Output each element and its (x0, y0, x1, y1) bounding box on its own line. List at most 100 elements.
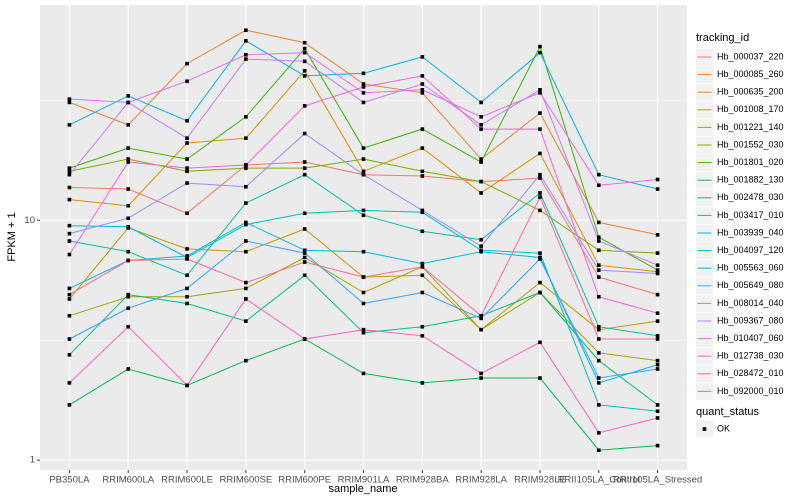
legend-label: Hb_001221_140 (717, 122, 784, 132)
x-tick-label: RRIM600LA (102, 475, 154, 486)
data-point (302, 251, 307, 255)
data-point (361, 330, 366, 335)
data-point (538, 290, 542, 295)
data-point (538, 111, 542, 115)
data-point (302, 59, 307, 64)
data-point (185, 254, 189, 258)
data-point (596, 220, 601, 225)
x-tick-label: RRIM600LE (161, 475, 213, 486)
data-point (420, 229, 425, 234)
data-point (655, 362, 660, 367)
data-point (302, 40, 307, 45)
data-point (244, 39, 248, 43)
y-tick-label: 10 (24, 215, 35, 226)
data-point (538, 88, 542, 92)
grid (40, 5, 687, 470)
data-point (420, 265, 425, 269)
data-point (655, 409, 660, 414)
legend-label: Hb_008014_040 (717, 298, 784, 308)
data-point (244, 239, 248, 243)
data-point (244, 184, 248, 189)
data-point (126, 94, 131, 98)
data-point (126, 123, 131, 127)
legend-label: Hb_001008_170 (717, 104, 784, 114)
data-point (244, 166, 248, 170)
x-tick-label: RRIM600SE (219, 475, 272, 486)
data-point (420, 381, 425, 385)
data-point (67, 185, 72, 190)
data-point (185, 286, 189, 291)
data-point (302, 104, 307, 108)
data-point (302, 172, 307, 177)
data-point (596, 275, 601, 279)
data-point (479, 123, 483, 127)
data-point (361, 100, 366, 105)
data-point (420, 127, 425, 131)
data-point (361, 327, 366, 332)
data-point (479, 316, 483, 321)
data-point (126, 367, 131, 371)
data-point (361, 208, 366, 213)
data-point (538, 127, 542, 131)
data-point (420, 169, 425, 174)
data-point (126, 224, 131, 229)
data-point (67, 223, 72, 228)
legend-label: Hb_092000_010 (717, 386, 784, 396)
data-point (361, 275, 366, 279)
data-point (538, 195, 542, 199)
data-point (185, 257, 189, 261)
data-point (67, 337, 72, 341)
data-point (361, 91, 366, 95)
data-point (655, 268, 660, 272)
data-point (655, 251, 660, 255)
data-point (596, 294, 601, 299)
data-point (244, 52, 248, 57)
data-point (538, 376, 542, 380)
data-point (361, 157, 366, 161)
legend-label: Hb_003417_010 (717, 210, 784, 220)
data-point (185, 181, 189, 185)
data-point (185, 61, 189, 66)
data-point (361, 146, 366, 150)
data-point (655, 443, 660, 448)
data-point (538, 151, 542, 156)
x-axis-title: sample_name (328, 483, 397, 495)
data-point (302, 248, 307, 253)
data-point (244, 57, 248, 61)
data-point (244, 319, 248, 323)
legend-label: Hb_000085_260 (717, 69, 784, 79)
x-tick-label: RRIM928LA (455, 475, 507, 486)
data-point (479, 327, 483, 332)
data-point (596, 239, 601, 243)
data-point (185, 294, 189, 299)
data-point (479, 313, 483, 318)
data-point (655, 337, 660, 341)
data-point (596, 376, 601, 380)
legend-label: Hb_005649_080 (717, 280, 784, 290)
data-point (244, 163, 248, 167)
data-point (420, 74, 425, 78)
data-point (596, 172, 601, 177)
data-point (420, 324, 425, 329)
data-point (479, 249, 483, 254)
data-point (538, 340, 542, 345)
data-point (67, 286, 72, 291)
data-point (596, 381, 601, 385)
data-point (185, 301, 189, 306)
data-point (302, 227, 307, 231)
legend-label: Hb_000037_220 (717, 51, 784, 61)
data-point (596, 235, 601, 240)
data-point (67, 231, 72, 236)
x-tick-label: RRIM928LE (514, 475, 566, 486)
x-tick-label: PB350LA (49, 475, 90, 486)
data-point (126, 324, 131, 329)
legend: tracking_id quant_status Hb_000037_220 Hb… (696, 32, 784, 438)
data-point (361, 82, 366, 86)
data-point (538, 176, 542, 180)
data-point (244, 201, 248, 205)
y-tick-label: 1 (30, 455, 35, 466)
data-point (302, 74, 307, 78)
legend-label: Hb_001882_130 (717, 175, 784, 185)
data-point (596, 324, 601, 329)
data-point (538, 91, 542, 95)
